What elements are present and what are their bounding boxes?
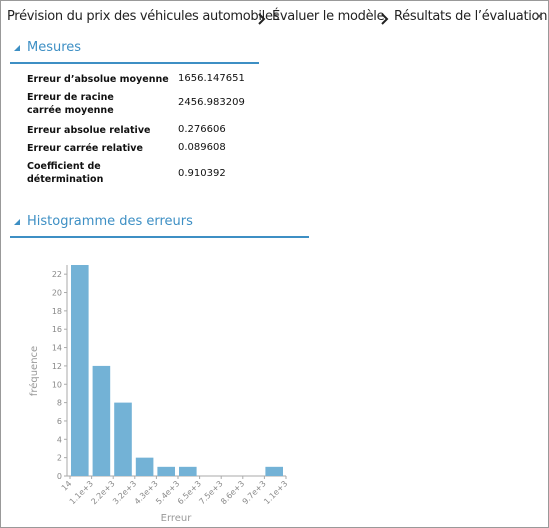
y-tick-label: 14 xyxy=(52,344,62,353)
y-tick-label: 18 xyxy=(52,307,62,316)
breadcrumb-item[interactable]: Évaluer le modèle xyxy=(272,9,385,24)
metric-value: 0.910392 xyxy=(178,168,226,179)
y-tick-label: 12 xyxy=(52,362,62,371)
x-tick-label: 14 xyxy=(60,479,74,493)
metric-value: 1656.147651 xyxy=(178,73,245,84)
metric-value: 0.089608 xyxy=(178,142,226,153)
collapse-icon[interactable] xyxy=(14,45,20,51)
metric-label: Erreur carrée relative xyxy=(27,143,143,154)
icons xyxy=(14,13,389,225)
section-rule xyxy=(10,62,259,64)
section-title[interactable]: Histogramme des erreurs xyxy=(27,214,193,229)
metric-label: Erreur d’absolue moyenne xyxy=(27,74,169,85)
metric-value: 2456.983209 xyxy=(178,97,245,108)
section-rule xyxy=(10,236,309,238)
bar xyxy=(265,466,283,476)
y-axis-label: fréquence xyxy=(28,346,40,396)
bar xyxy=(135,457,154,476)
section-title[interactable]: Mesures xyxy=(27,40,82,55)
bar xyxy=(92,365,111,476)
breadcrumb-item: Résultats de l’évaluation xyxy=(394,9,548,24)
chevron xyxy=(258,13,266,25)
y-tick-label: 2 xyxy=(57,454,62,463)
metric-value: 0.276606 xyxy=(178,124,226,135)
y-tick-label: 20 xyxy=(52,289,62,298)
y-tick-label: 22 xyxy=(52,270,62,279)
x-tick-label: 1.1e+3 xyxy=(262,479,289,506)
y-tick-label: 0 xyxy=(57,472,62,481)
metric-label: Coefficient de détermination xyxy=(27,161,104,185)
bar xyxy=(179,466,197,476)
bar xyxy=(71,265,89,476)
collapse-icon[interactable] xyxy=(14,219,20,225)
x-axis-label: Erreur xyxy=(161,513,193,524)
y-tick-label: 8 xyxy=(57,399,62,408)
breadcrumb-item[interactable]: Prévision du prix des véhicules automobi… xyxy=(7,9,280,24)
bar xyxy=(157,466,175,476)
y-tick-label: 10 xyxy=(52,380,62,389)
metric-label: Erreur de racine carrée moyenne xyxy=(27,92,114,116)
chevron xyxy=(381,13,389,25)
metric-label: Erreur absolue relative xyxy=(27,125,151,136)
y-tick-label: 16 xyxy=(52,325,62,334)
y-tick-label: 4 xyxy=(57,435,62,444)
y-tick-label: 6 xyxy=(57,417,62,426)
close-button[interactable]: × xyxy=(534,9,545,23)
bar xyxy=(114,402,132,476)
